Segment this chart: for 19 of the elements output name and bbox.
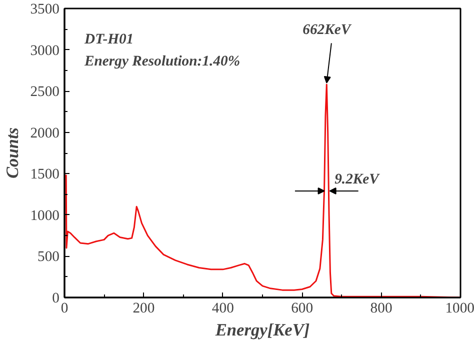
x-axis-title: Energy[KeV] (214, 320, 310, 340)
y-axis-title: Counts (3, 127, 22, 179)
x-tick-label: 400 (212, 300, 234, 316)
y-tick-label: 3000 (30, 42, 60, 59)
y-tick-label: 2500 (30, 84, 60, 100)
y-tick-label: 3500 (30, 2, 60, 18)
x-tick-label: 800 (370, 300, 392, 316)
y-tick-label: 0 (52, 290, 60, 306)
x-tick-label: 1000 (445, 300, 474, 316)
x-tick-label: 200 (132, 300, 155, 316)
y-tick-label: 500 (38, 249, 60, 266)
x-tick-label: 600 (291, 300, 314, 316)
annotation: DT-H01 (84, 32, 134, 48)
annotation: Energy Resolution:1.40% (84, 54, 240, 70)
annotation: 662KeV (302, 22, 352, 38)
y-tick-label: 1000 (30, 208, 60, 224)
y-tick-label: 2000 (30, 125, 60, 142)
annotation: 9.2KeV (334, 172, 380, 188)
y-tick-label: 1500 (30, 166, 60, 183)
